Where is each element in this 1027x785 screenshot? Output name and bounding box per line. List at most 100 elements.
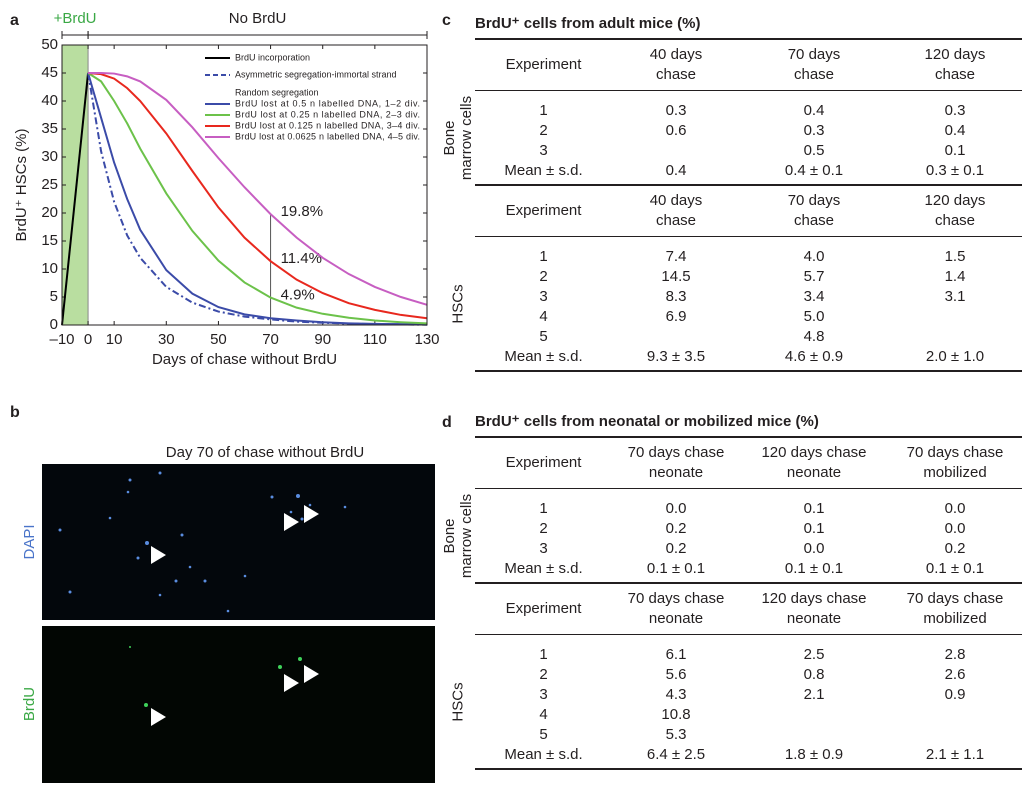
legend-label: BrdU lost at 0.0625 n labelled DNA, 4–5 … — [235, 131, 420, 141]
table-c: BrdU⁺ cells from adult mice (%) Experimen… — [440, 14, 1022, 372]
cell: 1.8 ± 0.9 — [740, 745, 888, 769]
cell — [740, 725, 888, 745]
cell: 0.4 — [888, 121, 1022, 141]
cell: 0.8 — [740, 665, 888, 685]
cell: 0.4 — [740, 91, 888, 122]
data-row: Mean ± s.d.6.4 ± 2.51.8 ± 0.92.1 ± 1.1 — [440, 745, 1022, 769]
group-label-text: Bone — [441, 518, 458, 553]
cell — [888, 725, 1022, 745]
panel-title: Day 70 of chase without BrdU — [166, 444, 364, 461]
header-text: 70 days chase — [907, 590, 1004, 607]
cell: 6.4 ± 2.5 — [612, 745, 740, 769]
header-text: Experiment — [506, 56, 582, 73]
annotation: 4.9% — [281, 287, 315, 304]
cell: Mean ± s.d. — [475, 347, 612, 371]
cell: 5.7 — [740, 267, 888, 287]
y-tick-label: 35 — [41, 120, 58, 137]
cell: 0.4 — [612, 161, 740, 185]
cell: 1 — [475, 635, 612, 666]
cell: 4 — [475, 307, 612, 327]
cell: 5 — [475, 327, 612, 347]
data-row: 20.20.10.0 — [440, 519, 1022, 539]
header-text: neonate — [649, 610, 703, 627]
group-label: Bonemarrow cells — [441, 494, 475, 578]
cell: 5.3 — [612, 725, 740, 745]
x-tick-label: 110 — [363, 331, 387, 348]
y-tick-label: 30 — [41, 148, 58, 165]
data-row: 55.3 — [440, 725, 1022, 745]
y-tick-label: 50 — [41, 36, 58, 53]
channel-label: DAPI — [21, 524, 38, 559]
x-tick-label: 30 — [158, 331, 175, 348]
header-text: 70 days — [788, 46, 841, 63]
group-label-text: Bone — [441, 120, 458, 155]
cell: 0.2 — [612, 519, 740, 539]
data-row: Bonemarrow cells10.30.40.3 — [440, 91, 1022, 122]
header-cell: 70 days chaseneonate — [612, 437, 740, 489]
data-row: 46.95.0 — [440, 307, 1022, 327]
cell: 3.1 — [888, 287, 1022, 307]
group-label-text: HSCs — [449, 284, 466, 323]
cell: 0.4 ± 0.1 — [740, 161, 888, 185]
header-cell: Experiment — [475, 583, 612, 635]
header-text: mobilized — [923, 610, 986, 627]
table: Experiment40 dayschase70 dayschase120 da… — [440, 38, 1022, 372]
x-tick-label: –10 — [49, 331, 74, 348]
data-row: 410.8 — [440, 705, 1022, 725]
cell: 1 — [475, 237, 612, 268]
header-cell: Experiment — [475, 185, 612, 237]
legend-label: BrdU incorporation — [235, 52, 310, 62]
data-row: Mean ± s.d.9.3 ± 3.54.6 ± 0.92.0 ± 1.0 — [440, 347, 1022, 371]
legend-label: BrdU lost at 0.5 n labelled DNA, 1–2 div… — [235, 98, 420, 108]
cell: 6.1 — [612, 635, 740, 666]
cell: 2 — [475, 267, 612, 287]
cell: 7.4 — [612, 237, 740, 268]
header-text: mobilized — [923, 464, 986, 481]
cell: 0.3 — [740, 121, 888, 141]
chart: +BrdUNo BrdU05101520253035404550–1001030… — [0, 0, 440, 395]
header-cell: 70 days chaseneonate — [612, 583, 740, 635]
cell: 0.3 — [888, 91, 1022, 122]
channel-label: BrdU — [21, 687, 38, 721]
header-text: chase — [656, 212, 696, 229]
cell: 1.5 — [888, 237, 1022, 268]
cell: 3.4 — [740, 287, 888, 307]
cell: 0.1 ± 0.1 — [888, 559, 1022, 583]
cell: 3 — [475, 539, 612, 559]
cell: 0.3 ± 0.1 — [888, 161, 1022, 185]
cell: 2.6 — [888, 665, 1022, 685]
y-tick-label: 25 — [41, 176, 58, 193]
group-label-cell: Bonemarrow cells — [440, 489, 475, 584]
legend-label: Asymmetric segregation-immortal strand — [235, 69, 397, 79]
header-text: Experiment — [506, 600, 582, 617]
cell: 0.0 — [888, 519, 1022, 539]
cell: 0.3 — [612, 91, 740, 122]
cell: 4.3 — [612, 685, 740, 705]
cell — [888, 705, 1022, 725]
header-text: chase — [935, 66, 975, 83]
header-text: chase — [935, 212, 975, 229]
group-label-cell: Bonemarrow cells — [440, 91, 475, 186]
header-cell: Experiment — [475, 437, 612, 489]
header-text: Experiment — [506, 202, 582, 219]
table-group: Experiment40 dayschase70 dayschase120 da… — [440, 185, 1022, 371]
cell: 0.9 — [888, 685, 1022, 705]
cell: 0.6 — [612, 121, 740, 141]
cell: 2.0 ± 1.0 — [888, 347, 1022, 371]
header-cell: Experiment — [475, 39, 612, 91]
cell: 3 — [475, 685, 612, 705]
header-text: Experiment — [506, 454, 582, 471]
cell: 14.5 — [612, 267, 740, 287]
cell: 0.2 — [612, 539, 740, 559]
y-axis-label: BrdU⁺ HSCs (%) — [13, 129, 30, 242]
header-text: 70 days chase — [628, 444, 725, 461]
header-row: Experiment70 days chaseneonate120 days c… — [440, 583, 1022, 635]
table-title: BrdU⁺ cells from adult mice (%) — [475, 14, 1022, 38]
cell: 2 — [475, 519, 612, 539]
